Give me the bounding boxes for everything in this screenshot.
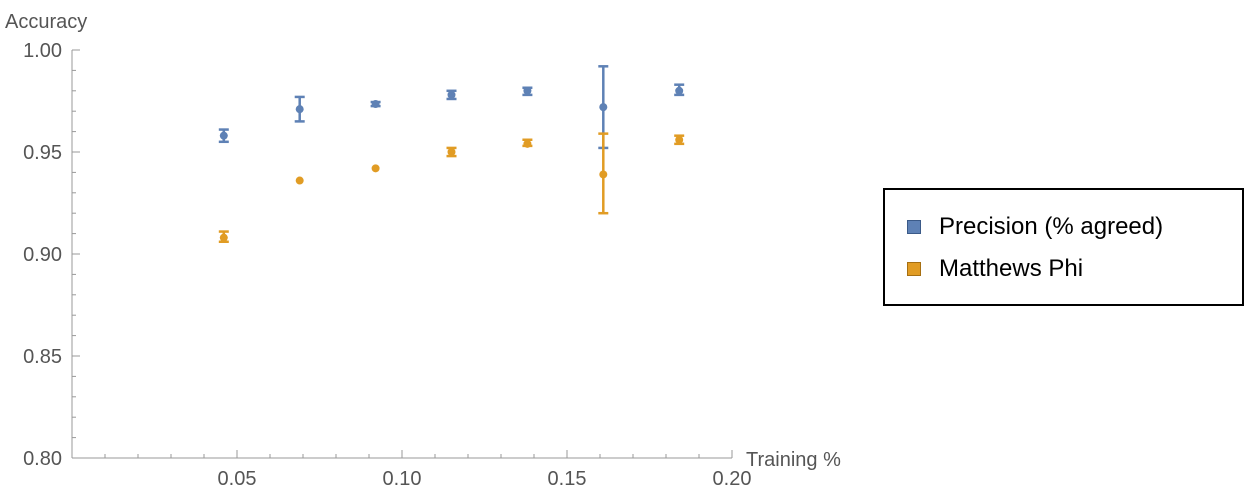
x-axis-label: Training % xyxy=(746,449,841,471)
legend-item-precision: Precision (% agreed) xyxy=(907,212,1163,242)
y-tick-label: 0.90 xyxy=(23,244,62,266)
data-series xyxy=(218,65,685,244)
y-tick-label: 0.80 xyxy=(23,448,62,470)
data-point xyxy=(675,86,684,95)
x-tick-label: 0.15 xyxy=(548,468,587,489)
data-point xyxy=(599,103,608,112)
axes xyxy=(71,50,732,459)
y-tick-label: 0.85 xyxy=(23,346,62,368)
legend: Precision (% agreed) Matthews Phi xyxy=(883,188,1244,306)
legend-label-matthews-phi: Matthews Phi xyxy=(939,255,1084,282)
series-precision xyxy=(218,65,685,150)
y-tick-label: 0.95 xyxy=(23,142,62,164)
legend-swatch-matthews-phi xyxy=(907,262,921,276)
legend-item-matthews-phi: Matthews Phi xyxy=(907,254,1083,284)
x-tick-label: 0.20 xyxy=(713,468,752,489)
data-point xyxy=(371,100,380,109)
y-axis-label: Accuracy xyxy=(5,11,87,33)
data-point xyxy=(599,170,608,179)
data-point xyxy=(371,164,380,173)
data-point xyxy=(675,135,684,144)
legend-swatch-precision xyxy=(907,220,921,234)
data-point xyxy=(447,90,456,99)
data-point xyxy=(295,105,304,114)
x-tick-label: 0.05 xyxy=(218,468,257,489)
series-matthews-phi xyxy=(218,132,685,244)
data-point xyxy=(219,131,228,140)
data-point xyxy=(523,139,532,148)
data-point xyxy=(523,86,532,95)
tick-labels: 0.05 0.10 0.15 0.20 0.80 0.85 0.90 0.95 1.00 xyxy=(23,40,751,489)
data-point xyxy=(219,233,228,242)
data-point xyxy=(447,148,456,156)
tick-marks xyxy=(72,49,733,459)
x-tick-label: 0.10 xyxy=(383,468,422,489)
legend-label-precision: Precision (% agreed) xyxy=(939,213,1164,240)
data-point xyxy=(295,176,304,185)
y-tick-label: 1.00 xyxy=(23,40,62,62)
